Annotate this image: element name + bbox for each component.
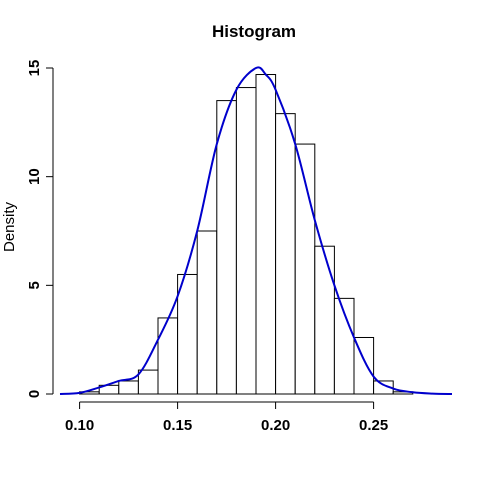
histogram-bar-9 xyxy=(255,74,277,395)
histogram-bar-4 xyxy=(157,317,179,395)
histogram-bar-3 xyxy=(137,369,159,395)
histogram-bar-14 xyxy=(353,336,375,395)
y-tick-label-1: 5 xyxy=(26,281,43,289)
y-tick-label-2: 10 xyxy=(26,168,43,185)
histogram-bar-12 xyxy=(314,245,335,395)
histogram-bar-15 xyxy=(373,380,394,395)
bars-group xyxy=(79,74,414,395)
x-tick-label-2: 0.20 xyxy=(261,417,290,434)
histogram-bar-8 xyxy=(235,87,257,395)
y-tick-label-3: 15 xyxy=(26,60,43,77)
histogram-bar-2 xyxy=(118,380,139,395)
y-tick-label-0: 0 xyxy=(26,390,43,398)
x-axis: 0.10 0.15 0.20 0.25 xyxy=(65,401,388,434)
histogram-bar-10 xyxy=(275,113,296,395)
histogram-bar-6 xyxy=(196,230,218,395)
histogram-bar-5 xyxy=(177,273,198,395)
chart-title: Histogram xyxy=(212,22,296,41)
histogram-bar-7 xyxy=(216,100,237,395)
y-axis-label: Density xyxy=(1,201,18,252)
x-tick-label-3: 0.25 xyxy=(359,417,388,434)
x-tick-label-1: 0.15 xyxy=(163,417,192,434)
density-curve xyxy=(59,66,453,395)
x-tick-label-0: 0.10 xyxy=(65,417,94,434)
y-axis: 0 5 10 15 xyxy=(26,60,54,398)
